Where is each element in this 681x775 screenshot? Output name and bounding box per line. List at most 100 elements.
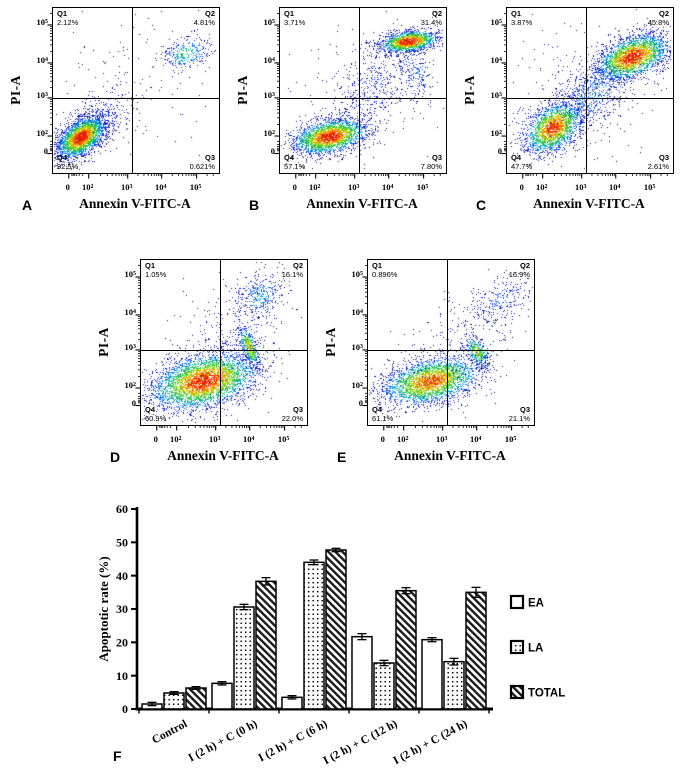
quadrant-vertical-line xyxy=(132,8,133,173)
axis-tick-label: 105 xyxy=(263,16,276,27)
flow-plot-area: Q1 1.05% Q2 16.1% Q4 60.9% Q3 22.0% xyxy=(135,259,308,431)
axis-tick-label: 0 xyxy=(519,182,524,192)
quadrant-vertical-line xyxy=(447,260,448,425)
flow-scatter-canvas xyxy=(280,8,446,173)
axis-tick-label: 103 xyxy=(351,341,364,352)
axis-tick-label: 103 xyxy=(435,434,448,444)
quadrant-value: 2.12% xyxy=(57,17,79,27)
bar-la-3 xyxy=(373,662,395,710)
y-axis-tick-marks xyxy=(501,13,507,155)
quadrant-value: 4.81% xyxy=(193,17,215,27)
y-axis-tick-marks xyxy=(47,13,53,155)
flow-caption: D Annexin V-FITC-A xyxy=(88,448,315,468)
quadrant-value: 0.621% xyxy=(189,161,215,171)
quadrant-q1-stats: Q1 0.896% xyxy=(372,261,397,279)
flow-caption: E Annexin V-FITC-A xyxy=(315,448,542,468)
quadrant-label: Q3 xyxy=(658,153,669,162)
quadrant-label: Q3 xyxy=(519,405,530,414)
quadrant-q4-stats: Q4 60.9% xyxy=(145,405,167,423)
axis-tick-label: 104 xyxy=(381,182,394,192)
legend-swatch-ea xyxy=(509,594,525,610)
flow-scatter-canvas xyxy=(141,260,307,425)
quadrant-q2-stats: Q2 31.4% xyxy=(421,9,442,27)
quadrant-vertical-line xyxy=(220,260,221,425)
bar-total-4 xyxy=(465,591,487,710)
axis-tick-label: 0 xyxy=(270,145,275,156)
quadrant-value: 92.5% xyxy=(57,161,79,171)
quadrant-value: 57.1% xyxy=(284,161,306,171)
axis-tick-label: 0 xyxy=(358,397,363,408)
axis-tick-label: 105 xyxy=(416,182,429,192)
bar-chart-legend: EA LA TOTAL xyxy=(509,594,565,700)
quadrant-value: 7.80% xyxy=(420,161,442,171)
axis-tick-label: 0 xyxy=(497,145,502,156)
x-axis-tick-marks xyxy=(383,425,529,431)
axis-tick-label: 105 xyxy=(643,182,656,192)
y-axis-tick-marks xyxy=(135,265,141,407)
y-axis-tick-marks xyxy=(362,265,368,407)
quadrant-label: Q2 xyxy=(292,261,303,270)
bar-ea-3 xyxy=(351,635,373,710)
bar-y-axis-label: Apoptotic rate (%) xyxy=(96,556,111,661)
quadrant-label: Q2 xyxy=(658,9,669,18)
quadrant-q2-stats: Q2 16.9% xyxy=(509,261,530,279)
flow-row-bottom: PI-A Q1 1.05% Q2 16.1% Q4 60.9% Q3 22.0% D A… xyxy=(88,254,681,468)
flow-panel-d: PI-A Q1 1.05% Q2 16.1% Q4 60.9% Q3 22.0% D A… xyxy=(88,254,315,468)
flow-plot-area: Q1 2.12% Q2 4.81% Q4 92.5% Q3 0.621% xyxy=(47,7,220,179)
axis-tick-label: 103 xyxy=(124,341,137,352)
x-axis-tick-marks xyxy=(68,173,214,179)
panel-letter: F xyxy=(113,748,122,764)
axis-tick-label: 105 xyxy=(351,268,364,279)
flow-caption: A Annexin V-FITC-A xyxy=(0,196,227,216)
bar-la-0 xyxy=(163,692,185,710)
axis-tick-label: 0 xyxy=(380,434,385,444)
bar-y-tick-label: 20 xyxy=(116,636,128,650)
panel-letter: D xyxy=(110,449,121,465)
quadrant-q4-stats: Q4 92.5% xyxy=(57,153,79,171)
quadrant-label: Q4 xyxy=(284,153,295,162)
quadrant-q4-stats: Q4 47.7% xyxy=(511,153,532,171)
bar-y-tick-label: 60 xyxy=(116,504,128,516)
axis-tick-label: 103 xyxy=(490,89,503,100)
quadrant-label: Q4 xyxy=(511,153,522,162)
bar-total-0 xyxy=(185,687,207,710)
axis-tick-label: 0 xyxy=(65,182,70,192)
bar-category-label: I (2 h) + C (24 h) xyxy=(391,718,469,767)
axis-tick-label: 0 xyxy=(292,182,297,192)
axis-tick-label: 105 xyxy=(504,434,517,444)
bar-y-tick-label: 30 xyxy=(116,602,128,616)
axis-tick-label: 105 xyxy=(124,268,137,279)
quadrant-value: 3.71% xyxy=(284,17,306,27)
bar-category-label: I (2 h) + C (6 h) xyxy=(256,718,329,764)
flow-plot-area: Q1 3.71% Q2 31.4% Q4 57.1% Q3 7.80% xyxy=(274,7,447,179)
bar-la-1 xyxy=(233,606,255,710)
quadrant-label: Q4 xyxy=(372,405,383,414)
flow-row-top: PI-A Q1 2.12% Q2 4.81% Q4 92.5% Q3 0.621% A … xyxy=(0,2,681,216)
quadrant-horizontal-line xyxy=(141,350,307,351)
quadrant-value: 45.8% xyxy=(647,17,669,27)
axis-tick-label: 102 xyxy=(36,128,49,139)
quadrant-horizontal-line xyxy=(507,98,673,99)
axis-tick-label: 0 xyxy=(131,397,136,408)
quadrant-value: 60.9% xyxy=(145,413,167,423)
flow-x-axis-label: Annexin V-FITC-A xyxy=(306,196,418,211)
bar-y-tick-label: 10 xyxy=(116,669,128,683)
panel-letter: A xyxy=(22,197,33,213)
bar-category-label: Control xyxy=(150,718,189,746)
panel-letter: C xyxy=(476,197,487,213)
bar-y-tick-label: 40 xyxy=(116,569,128,583)
axis-tick-label: 103 xyxy=(208,434,221,444)
quadrant-vertical-line xyxy=(586,8,587,173)
axis-tick-label: 105 xyxy=(189,182,202,192)
flow-panel-b: PI-A Q1 3.71% Q2 31.4% Q4 57.1% Q3 7.80% B A… xyxy=(227,2,454,216)
axis-tick-label: 103 xyxy=(574,182,587,192)
quadrant-label: Q1 xyxy=(372,261,383,270)
quadrant-q1-stats: Q1 2.12% xyxy=(57,9,79,27)
quadrant-label: Q4 xyxy=(57,153,68,162)
flow-plot-area: Q1 0.896% Q2 16.9% Q4 61.1% Q3 21.1% xyxy=(362,259,535,431)
quadrant-q2-stats: Q2 4.81% xyxy=(193,9,215,27)
bar-ea-1 xyxy=(211,682,233,710)
quadrant-horizontal-line xyxy=(368,350,534,351)
quadrant-value: 21.1% xyxy=(508,413,530,423)
